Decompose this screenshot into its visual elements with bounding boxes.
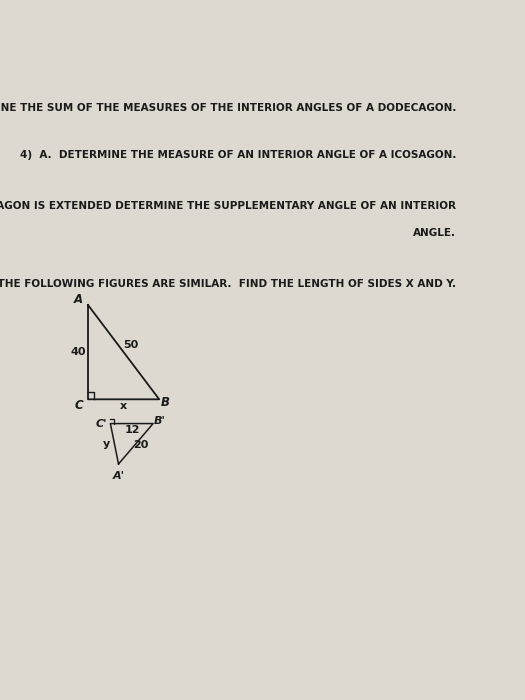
Text: 12: 12 <box>124 425 140 435</box>
Text: B: B <box>161 395 170 409</box>
Text: 5.  THE FOLLOWING FIGURES ARE SIMILAR.  FIND THE LENGTH OF SIDES X AND Y.: 5. THE FOLLOWING FIGURES ARE SIMILAR. FI… <box>0 279 456 289</box>
Text: 50: 50 <box>123 340 139 351</box>
Text: A': A' <box>112 471 124 481</box>
Text: y: y <box>103 439 110 449</box>
Text: A: A <box>74 293 82 306</box>
Text: 3)  DETERMINE THE SUM OF THE MEASURES OF THE INTERIOR ANGLES OF A DODECAGON.: 3) DETERMINE THE SUM OF THE MEASURES OF … <box>0 103 456 113</box>
Text: B.  IF A SIDE OF THE ICOSAGON IS EXTENDED DETERMINE THE SUPPLEMENTARY ANGLE OF A: B. IF A SIDE OF THE ICOSAGON IS EXTENDED… <box>0 201 456 211</box>
Text: 20: 20 <box>133 440 149 450</box>
Text: C: C <box>75 399 83 412</box>
Text: 4)  A.  DETERMINE THE MEASURE OF AN INTERIOR ANGLE OF A ICOSAGON.: 4) A. DETERMINE THE MEASURE OF AN INTERI… <box>20 150 456 160</box>
Text: C': C' <box>96 419 107 428</box>
Text: x: x <box>120 401 128 411</box>
Text: 40: 40 <box>70 347 86 358</box>
Text: B': B' <box>154 416 165 426</box>
Text: ANGLE.: ANGLE. <box>413 228 456 238</box>
